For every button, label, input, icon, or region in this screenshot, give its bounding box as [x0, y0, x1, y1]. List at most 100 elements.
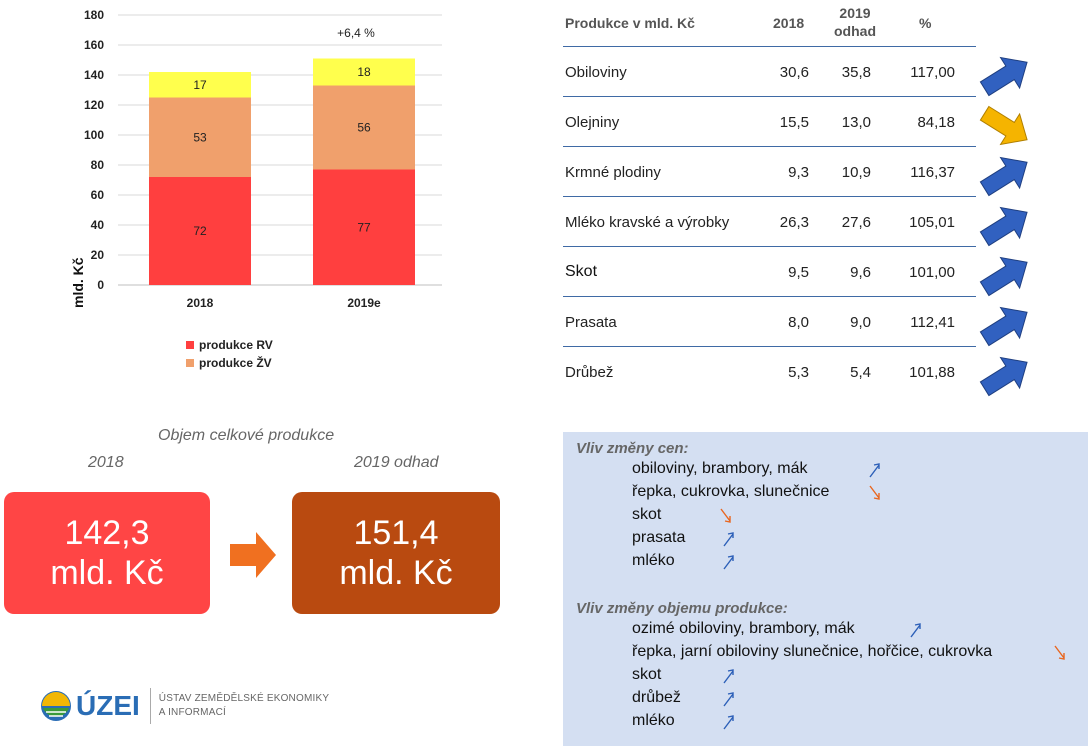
trend-up-arrow-icon — [979, 256, 1028, 297]
logo-separator — [149, 688, 151, 724]
row-percent: 116,37 — [910, 164, 955, 181]
total-2018-box: 142,3 mld. Kč — [4, 492, 210, 614]
volume-heading: Vliv změny objemu produkce: — [576, 600, 788, 617]
price-heading: Vliv změny cen: — [576, 440, 689, 457]
small-up-arrow-icon — [723, 532, 734, 547]
row-percent: 105,01 — [909, 214, 955, 231]
legend-item-zv: produkce ŽV — [186, 354, 273, 372]
y-tick-label: 40 — [91, 218, 105, 232]
header-product: Produkce v mld. Kč — [565, 15, 695, 31]
row-value-2019: 9,0 — [850, 314, 871, 331]
influence-item: skot — [632, 506, 662, 523]
bar-segment — [313, 58, 415, 86]
y-tick-label: 80 — [91, 158, 105, 172]
stacked-bar-chart: 0 20 40 60 80 100 120 140 160 180 72 53 17 2018 77 56 18… — [84, 8, 442, 310]
x-tick-label: 2018 — [187, 296, 214, 310]
right-arrow-icon — [230, 532, 276, 578]
logo-subtitle: ÚSTAV ZEMĚDĚLSKÉ EKONOMIKY A INFORMACÍ — [159, 692, 329, 720]
logo-line-2: A INFORMACÍ — [158, 707, 226, 718]
influence-item: prasata — [632, 529, 686, 546]
logo-name: ÚZEI — [76, 690, 140, 721]
uzei-logo-icon — [41, 691, 71, 721]
row-value-2018: 8,0 — [788, 314, 809, 331]
year-right: 2019 odhad — [354, 454, 439, 471]
small-down-arrow-icon — [1054, 645, 1065, 660]
bar-segment — [313, 85, 415, 170]
small-up-arrow-icon — [723, 669, 734, 684]
bar-data-label: 18 — [357, 65, 371, 79]
row-value-2018: 26,3 — [779, 214, 809, 231]
row-value-2018: 5,3 — [788, 364, 809, 381]
total-2019-unit: mld. Kč — [339, 554, 453, 592]
production-table: Produkce v mld. Kč 2018 2019 odhad % Obil… — [563, 0, 976, 396]
header-2019: 2019 odhad — [825, 4, 885, 40]
table-row: Skot 9,5 9,6 101,00 — [563, 247, 976, 297]
row-name: Prasata — [565, 314, 617, 331]
row-name: Olejniny — [565, 114, 620, 131]
legend-label-zv: produkce ŽV — [199, 356, 272, 370]
bar-segment — [149, 72, 251, 98]
x-tick-label: 2019e — [347, 296, 381, 310]
table-row: Olejniny 15,5 13,0 84,18 — [563, 97, 976, 147]
growth-annotation: +6,4 % — [337, 26, 375, 40]
trend-up-arrow-icon — [979, 206, 1028, 247]
legend-swatch-zv — [186, 359, 194, 367]
small-down-arrow-icon — [720, 508, 731, 523]
row-percent: 84,18 — [917, 114, 955, 131]
row-value-2018: 9,3 — [788, 164, 809, 181]
total-2019-value: 151,4 — [353, 514, 439, 552]
header-2018: 2018 — [773, 15, 805, 31]
table-row: Prasata 8,0 9,0 112,41 — [563, 297, 976, 347]
bar-data-label: 77 — [357, 220, 371, 234]
total-2018-unit: mld. Kč — [50, 554, 164, 592]
row-name: Mléko kravské a výrobky — [565, 214, 730, 231]
row-value-2018: 9,5 — [788, 264, 809, 281]
bar-data-label: 53 — [193, 130, 207, 144]
y-tick-label: 140 — [84, 68, 104, 82]
row-name: Drůbež — [565, 364, 614, 381]
bar-segment — [313, 169, 415, 285]
total-2019-box: 151,4 mld. Kč — [292, 492, 500, 614]
influence-item: obiloviny, brambory, mák — [632, 460, 808, 477]
influence-panel: Vliv změny cen: obiloviny, brambory, mák… — [563, 432, 1088, 746]
small-up-arrow-icon — [723, 692, 734, 707]
row-value-2019: 5,4 — [850, 364, 871, 381]
legend-swatch-rv — [186, 341, 194, 349]
uzei-logo: ÚZEI ÚSTAV ZEMĚDĚLSKÉ EKONOMIKY A INFORM… — [40, 686, 329, 726]
row-value-2018: 30,6 — [779, 64, 809, 81]
y-tick-label: 20 — [91, 248, 105, 262]
influence-item: řepka, cukrovka, slunečnice — [632, 483, 830, 500]
bar-segment — [149, 177, 251, 285]
trend-up-arrow-icon — [979, 56, 1028, 97]
y-axis-label: mld. Kč — [70, 257, 86, 308]
small-down-arrow-icon — [869, 485, 880, 500]
small-up-arrow-icon — [869, 463, 880, 478]
bar-data-label: 56 — [357, 121, 371, 135]
influence-item: řepka, jarní obiloviny slunečnice, hořči… — [632, 643, 993, 660]
influence-item: skot — [632, 666, 662, 683]
table-row: Drůbež 5,3 5,4 101,88 — [563, 347, 976, 396]
logo-line-1: ÚSTAV ZEMĚDĚLSKÉ EKONOMIKY — [158, 693, 330, 704]
header-percent: % — [919, 15, 932, 31]
row-value-2019: 9,6 — [850, 264, 871, 281]
trend-up-arrow-icon — [979, 306, 1028, 347]
influence-item: mléko — [632, 552, 675, 569]
header-2019-estimate: odhad — [834, 23, 876, 39]
row-value-2019: 10,9 — [841, 164, 871, 181]
influence-item: drůbež — [632, 689, 681, 706]
y-tick-label: 60 — [91, 188, 105, 202]
volume-title: Objem celkové produkce — [158, 427, 335, 444]
trend-down-arrow-icon — [979, 105, 1028, 146]
header-2019-year: 2019 — [839, 5, 871, 21]
table-row: Krmné plodiny 9,3 10,9 116,37 — [563, 147, 976, 197]
legend-item-rv: produkce RV — [186, 336, 273, 354]
trend-up-arrow-icon — [979, 356, 1028, 397]
row-name: Skot — [565, 263, 598, 280]
total-2018-value: 142,3 — [64, 514, 150, 552]
y-tick-label: 160 — [84, 38, 104, 52]
row-value-2019: 35,8 — [841, 64, 871, 81]
small-up-arrow-icon — [910, 623, 921, 638]
row-name: Obiloviny — [565, 64, 627, 81]
legend-label-rv: produkce RV — [199, 338, 273, 352]
chart-legend: produkce RV produkce ŽV — [186, 336, 273, 372]
